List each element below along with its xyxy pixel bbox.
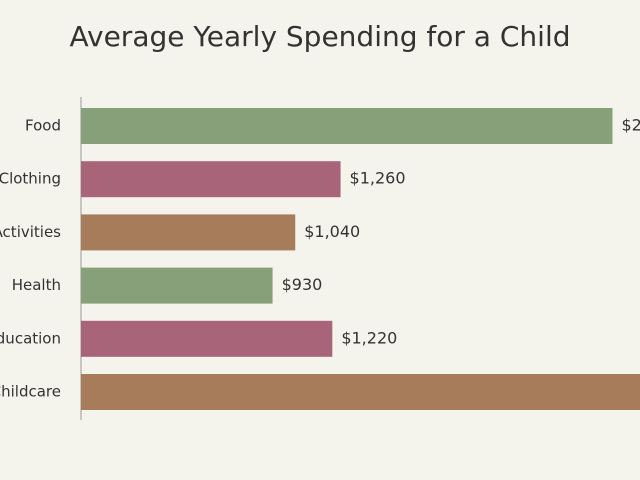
value-label: $930 (282, 275, 323, 294)
y-tick-label: Childcare (0, 383, 61, 401)
value-label: $1,220 (341, 328, 397, 347)
y-tick-label: Food (25, 117, 61, 135)
value-label: $1,260 (350, 169, 406, 188)
chart-title: Average Yearly Spending for a Child (70, 20, 571, 53)
bar (81, 267, 273, 304)
bar (81, 374, 640, 410)
value-label: $2,580 (621, 116, 640, 135)
bar (81, 161, 341, 198)
y-tick-label: Health (12, 276, 61, 294)
bar (81, 108, 613, 144)
bar (81, 214, 296, 251)
bar (81, 320, 333, 357)
y-tick-label: Education (0, 329, 61, 347)
y-tick-label: Clothing (0, 170, 61, 188)
value-label: $1,040 (304, 222, 360, 241)
y-tick-label: Activities (0, 223, 61, 241)
